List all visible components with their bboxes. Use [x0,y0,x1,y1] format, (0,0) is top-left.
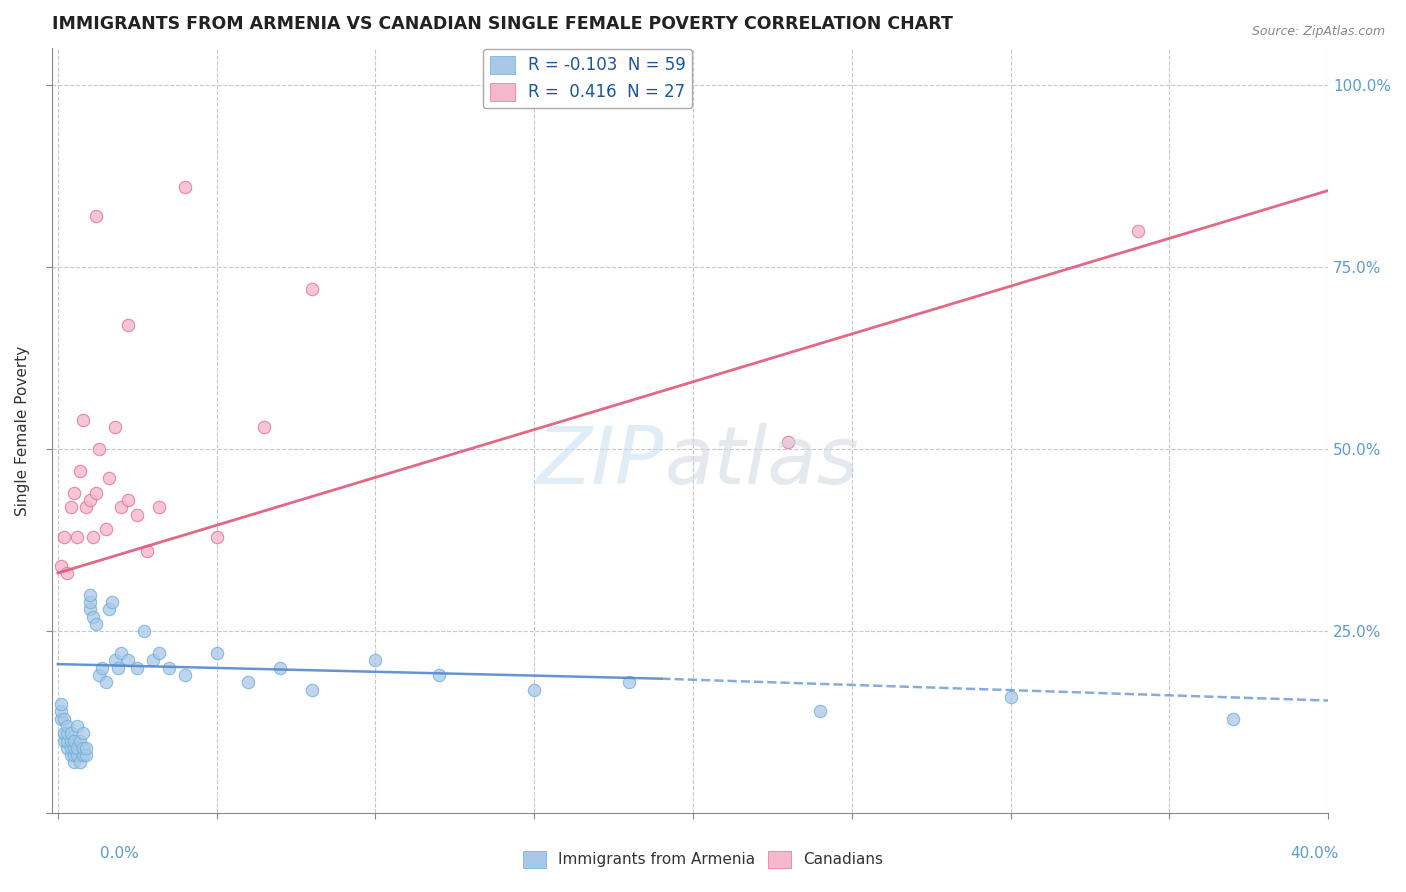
Point [142,653,165,667]
Point [79,493,101,508]
Legend: R = -0.103  N = 59, R =  0.416  N = 27: R = -0.103 N = 59, R = 0.416 N = 27 [484,49,692,108]
Point [56,719,79,733]
Point [364,653,387,667]
Point [72,748,94,763]
Point [49,558,72,573]
Point [69,464,91,478]
Point [107,661,129,675]
Point [75,740,97,755]
Point [427,668,450,682]
Point [117,318,139,333]
Point [49,697,72,711]
Point [301,282,323,296]
Point [49,705,72,719]
Point [66,740,89,755]
Text: 0.0%: 0.0% [100,846,139,861]
Point [205,530,228,544]
Point [84,486,107,500]
Point [62,756,84,770]
Point [56,566,79,580]
Point [127,508,149,522]
Point [104,420,127,434]
Point [66,530,89,544]
Text: 40.0%: 40.0% [1291,846,1339,861]
Point [238,675,260,690]
Point [66,748,89,763]
Text: IMMIGRANTS FROM ARMENIA VS CANADIAN SINGLE FEMALE POVERTY CORRELATION CHART: IMMIGRANTS FROM ARMENIA VS CANADIAN SING… [52,15,952,33]
Point [94,675,117,690]
Y-axis label: Single Female Poverty: Single Female Poverty [15,346,30,516]
Point [110,500,132,515]
Point [79,602,101,616]
Point [110,646,132,660]
Point [66,719,89,733]
Point [619,675,641,690]
Point [56,726,79,740]
Point [62,740,84,755]
Point [56,733,79,747]
Point [1126,224,1149,238]
Point [75,500,97,515]
Point [62,733,84,747]
Point [117,493,139,508]
Point [148,500,170,515]
Point [94,522,117,536]
Point [53,530,76,544]
Point [127,661,149,675]
Point [59,500,82,515]
Point [808,705,831,719]
Point [97,471,120,485]
Point [56,740,79,755]
Point [523,682,546,697]
Point [69,756,91,770]
Point [53,733,76,747]
Point [72,726,94,740]
Point [104,653,127,667]
Point [89,668,111,682]
Point [59,733,82,747]
Point [53,726,76,740]
Point [301,682,323,697]
Point [117,653,139,667]
Point [72,413,94,427]
Point [132,624,155,639]
Point [62,486,84,500]
Point [59,726,82,740]
Point [253,420,276,434]
Point [53,712,76,726]
Point [135,544,157,558]
Point [59,748,82,763]
Point [205,646,228,660]
Point [84,617,107,632]
Text: atlas: atlas [664,423,859,500]
Point [778,434,800,449]
Point [84,209,107,223]
Point [148,646,170,660]
Point [174,180,197,194]
Text: ZIP: ZIP [537,423,664,500]
Point [1000,690,1022,704]
Point [59,740,82,755]
Point [69,733,91,747]
Legend: Immigrants from Armenia, Canadians: Immigrants from Armenia, Canadians [517,845,889,873]
Point [79,588,101,602]
Point [82,609,104,624]
Point [97,602,120,616]
Point [75,748,97,763]
Point [269,661,291,675]
Point [174,668,197,682]
Point [72,740,94,755]
Point [49,712,72,726]
Point [79,595,101,609]
Point [62,748,84,763]
Point [91,661,114,675]
Point [89,442,111,457]
Point [101,595,124,609]
Text: Source: ZipAtlas.com: Source: ZipAtlas.com [1251,25,1385,38]
Point [82,530,104,544]
Point [157,661,180,675]
Point [1222,712,1244,726]
